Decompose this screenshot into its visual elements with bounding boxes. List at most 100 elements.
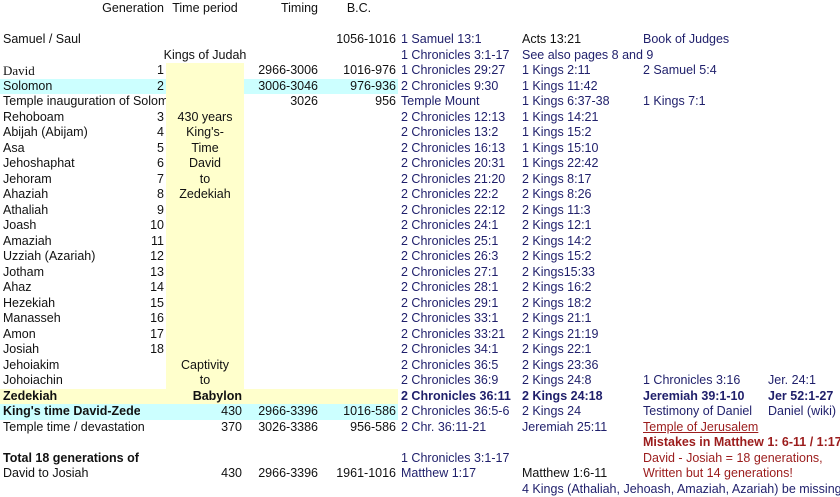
reference-1-text[interactable]: 2 Chronicles 26:3 xyxy=(401,249,498,265)
cell-reference-2: 2 Kings 24 xyxy=(519,404,640,420)
reference-2-text[interactable]: 2 Kings 22:1 xyxy=(522,342,592,358)
cell-timing xyxy=(244,435,320,451)
cell-reference-2: 2 Kings15:33 xyxy=(519,265,640,281)
reference-2-text[interactable]: 1 Kings 2:11 xyxy=(522,63,591,79)
cell-generation: 7 xyxy=(140,172,166,188)
reference-1-text[interactable]: 2 Chronicles 22:2 xyxy=(401,187,498,203)
reference-1-text[interactable]: 1 Chronicles 29:27 xyxy=(401,63,505,79)
reference-1-text[interactable]: 2 Chronicles 25:1 xyxy=(401,234,498,250)
reference-1-text[interactable]: 2 Chronicles 21:20 xyxy=(401,172,505,188)
reference-1-text[interactable]: 2 Chronicles 16:13 xyxy=(401,141,505,157)
reference-2-text[interactable]: 2 Kings 8:26 xyxy=(522,187,592,203)
reference-2-text[interactable]: See also pages 8 and 9 xyxy=(522,48,653,64)
cell-reference-2: Acts 13:21 xyxy=(519,32,640,48)
reference-1-text[interactable]: 2 Chronicles 36:9 xyxy=(401,373,498,389)
reference-2-text[interactable]: 2 Kings 23:36 xyxy=(522,358,598,374)
cell-reference-4: Jer. 24:1 xyxy=(765,373,840,389)
cell-reference-2: See also pages 8 and 9 xyxy=(519,48,640,64)
reference-1-text[interactable]: 2 Chronicles 36:5 xyxy=(401,358,498,374)
reference-3-text[interactable]: Temple of Jerusalem xyxy=(643,420,758,436)
reference-3-text[interactable]: 1 Kings 7:1 xyxy=(643,94,706,110)
cell-name: Amaziah xyxy=(0,234,140,250)
reference-3-text[interactable]: 2 Samuel 5:4 xyxy=(643,63,717,79)
reference-4-text[interactable]: Jer 52:1-27 xyxy=(768,389,833,405)
reference-2-text[interactable]: Jeremiah 25:11 xyxy=(522,420,607,436)
name-text: Amon xyxy=(3,327,36,343)
reference-2-text[interactable]: 2 Kings 14:2 xyxy=(522,234,592,250)
cell-reference-4 xyxy=(765,63,840,79)
reference-2-text[interactable]: 2 Kings 15:2 xyxy=(522,249,592,265)
time-period-text: 430 xyxy=(221,404,242,420)
reference-3-text[interactable]: 1 Chronicles 3:16 xyxy=(643,373,740,389)
reference-1-text[interactable]: 2 Chronicles 28:1 xyxy=(401,280,498,296)
cell-name: Johoiachin xyxy=(0,373,140,389)
reference-1-text[interactable]: Matthew 1:17 xyxy=(401,466,476,482)
cell-reference-1: 1 Chronicles 29:27 xyxy=(398,63,519,79)
reference-4-text[interactable]: Jer. 24:1 xyxy=(768,373,816,389)
reference-2-text[interactable]: 2 Kings 21:1 xyxy=(522,311,592,327)
reference-1-text[interactable]: 2 Chronicles 22:12 xyxy=(401,203,505,219)
reference-1-text[interactable]: 2 Chronicles 13:2 xyxy=(401,125,498,141)
reference-2-text[interactable]: 2 Kings 21:19 xyxy=(522,327,598,343)
reference-1-text[interactable]: 2 Chronicles 34:1 xyxy=(401,342,498,358)
reference-2-text[interactable]: 1 Kings 14:21 xyxy=(522,110,598,126)
reference-1-text[interactable]: 2 Chronicles 33:1 xyxy=(401,311,498,327)
reference-2-text[interactable]: 2 Kings 12:1 xyxy=(522,218,592,234)
reference-2-text[interactable]: 1 Kings 6:37-38 xyxy=(522,94,610,110)
cell-bc: 1016-586 xyxy=(320,404,398,420)
cell-reference-2: 2 Kings 22:1 xyxy=(519,342,640,358)
cell-timing xyxy=(244,234,320,250)
name-text: Josiah xyxy=(3,342,39,358)
reference-2-text[interactable]: 1 Kings 22:42 xyxy=(522,156,598,172)
cell-timing: 3026 xyxy=(244,94,320,110)
reference-1-text[interactable]: 2 Chronicles 36:11 xyxy=(401,389,511,405)
name-text: Asa xyxy=(3,141,25,157)
reference-1-text[interactable]: 2 Chronicles 9:30 xyxy=(401,79,498,95)
reference-1-text[interactable]: 2 Chronicles 36:5-6 xyxy=(401,404,509,420)
reference-3-text[interactable]: Book of Judges xyxy=(643,32,729,48)
reference-3-text[interactable]: Jeremiah 39:1-10 xyxy=(643,389,744,405)
time-period-text: 370 xyxy=(221,420,242,436)
cell-name: Ahaz xyxy=(0,280,140,296)
reference-2-text[interactable]: 2 Kings 18:2 xyxy=(522,296,592,312)
cell-timing xyxy=(244,32,320,48)
reference-1-text[interactable]: 2 Chronicles 33:21 xyxy=(401,327,505,343)
reference-4-text[interactable]: Daniel (wiki) xyxy=(768,404,836,420)
reference-2-text[interactable]: 1 Kings 11:42 xyxy=(522,79,598,95)
cell-time-period xyxy=(166,63,244,79)
reference-2-text[interactable]: 2 Kings 16:2 xyxy=(522,280,592,296)
reference-1-text[interactable]: 1 Samuel 13:1 xyxy=(401,32,482,48)
cell-generation xyxy=(140,48,166,64)
reference-1-text[interactable]: Temple Mount xyxy=(401,94,480,110)
reference-2-text[interactable]: 1 Kings 15:2 xyxy=(522,125,592,141)
reference-2-text[interactable]: 2 Kings 24 xyxy=(522,404,581,420)
cell-reference-4 xyxy=(765,327,840,343)
reference-1-text[interactable]: 2 Chronicles 24:1 xyxy=(401,218,498,234)
name-text: Uzziah (Azariah) xyxy=(3,249,95,265)
reference-1-text[interactable]: 2 Chronicles 20:31 xyxy=(401,156,505,172)
cell-time-period: 430 years xyxy=(166,110,244,126)
reference-1-text[interactable]: 1 Chronicles 3:1-17 xyxy=(401,451,509,467)
reference-1-text[interactable]: 2 Chr. 36:11-21 xyxy=(401,420,486,436)
name-text: Jehoram xyxy=(3,172,52,188)
reference-1-text[interactable]: 2 Chronicles 27:1 xyxy=(401,265,498,281)
cell-timing xyxy=(244,48,320,64)
reference-1-text[interactable]: 2 Chronicles 29:1 xyxy=(401,296,498,312)
reference-1-text[interactable]: 2 Chronicles 12:13 xyxy=(401,110,505,126)
reference-2-text[interactable]: 1 Kings 15:10 xyxy=(522,141,598,157)
reference-1-text[interactable]: 1 Chronicles 3:1-17 xyxy=(401,48,509,64)
cell-bc xyxy=(320,265,398,281)
reference-2-text[interactable]: 2 Kings 24:8 xyxy=(522,373,592,389)
reference-2-text[interactable]: 2 Kings15:33 xyxy=(522,265,595,281)
reference-2-text[interactable]: 2 Kings 8:17 xyxy=(522,172,592,188)
cell-reference-2: 1 Kings 14:21 xyxy=(519,110,640,126)
reference-2-text[interactable]: 2 Kings 11:3 xyxy=(522,203,591,219)
reference-2-text[interactable]: 2 Kings 24:18 xyxy=(522,389,603,405)
reference-3-text[interactable]: Testimony of Daniel xyxy=(643,404,752,420)
cell-name xyxy=(0,17,140,33)
timing-text: 3026-3386 xyxy=(258,420,318,436)
cell-reference-3: Jeremiah 39:1-10 xyxy=(640,389,765,405)
